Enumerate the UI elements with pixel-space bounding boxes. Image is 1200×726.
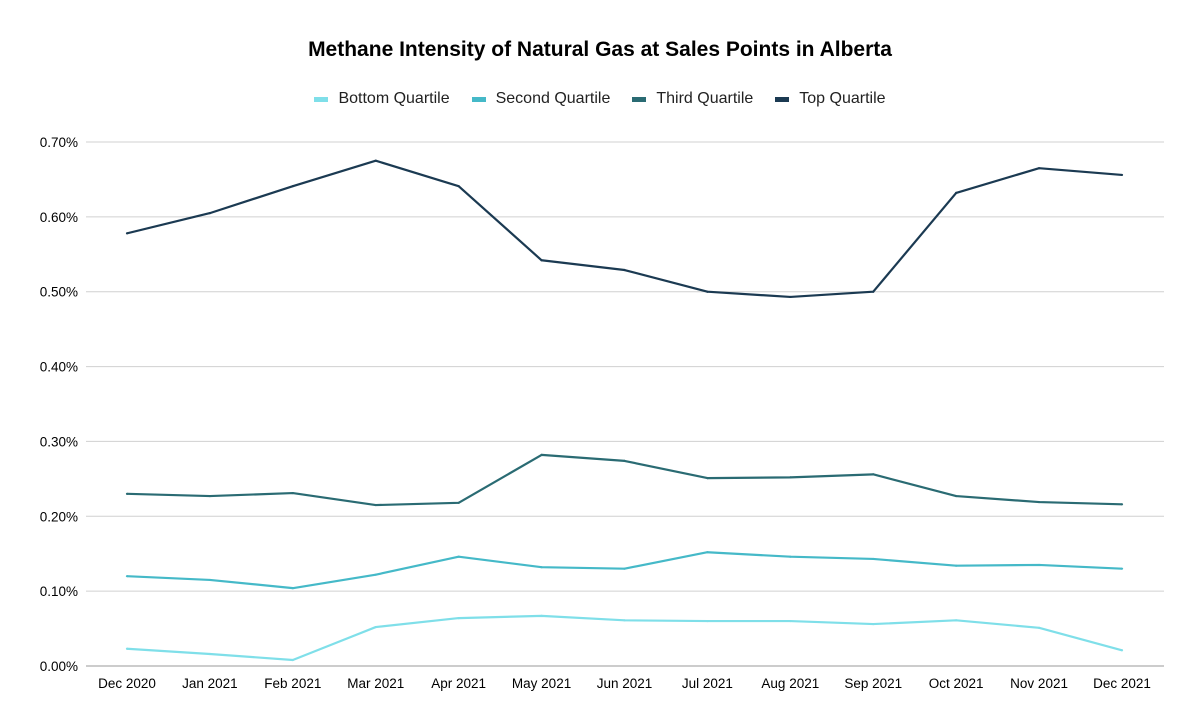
data-point: [457, 555, 460, 558]
legend-item: Second Quartile: [471, 90, 611, 108]
x-tick-label: Apr 2021: [431, 676, 486, 691]
data-point: [291, 185, 294, 188]
data-point: [706, 551, 709, 554]
y-tick-label: 0.50%: [40, 285, 78, 300]
data-point: [125, 575, 129, 578]
data-point: [125, 232, 129, 235]
data-point: [872, 622, 875, 626]
x-tick-label: Jul 2021: [682, 676, 733, 691]
data-point: [125, 647, 129, 650]
data-point: [789, 555, 792, 558]
data-point: [457, 185, 460, 188]
data-point: [374, 159, 377, 162]
data-point: [457, 616, 460, 620]
legend-label: Third Quartile: [656, 90, 754, 107]
data-point: [208, 652, 212, 656]
legend-item: Third Quartile: [632, 90, 753, 108]
data-point: [457, 501, 460, 504]
data-point: [1120, 649, 1124, 652]
data-point: [291, 491, 294, 495]
data-point: [540, 566, 543, 569]
legend-label: Top Quartile: [799, 90, 886, 107]
x-tick-label: May 2021: [512, 676, 571, 691]
data-point: [623, 459, 626, 462]
series-line-top-quartile: [126, 159, 1123, 299]
data-point: [872, 557, 875, 561]
data-point: [291, 587, 294, 590]
data-point: [374, 573, 377, 576]
data-point: [1037, 626, 1041, 629]
x-tick-label: Dec 2021: [1093, 676, 1151, 691]
data-point: [540, 259, 543, 262]
x-tick-label: Feb 2021: [264, 676, 321, 691]
data-point: [540, 614, 543, 617]
legend-swatch: [632, 96, 647, 102]
y-tick-label: 0.40%: [40, 360, 78, 375]
x-tick-label: Dec 2020: [98, 676, 156, 691]
y-tick-label: 0.10%: [40, 584, 78, 599]
data-point: [789, 619, 792, 623]
legend-swatch: [314, 96, 329, 102]
data-point: [374, 625, 377, 629]
legend-item: Bottom Quartile: [314, 90, 450, 108]
legend-label: Bottom Quartile: [338, 90, 450, 107]
data-point: [955, 494, 958, 498]
data-point: [1037, 563, 1041, 567]
data-point: [1120, 503, 1124, 506]
series-line-second-quartile: [126, 551, 1123, 590]
data-point: [955, 619, 958, 622]
data-point: [623, 268, 626, 272]
data-point: [706, 290, 709, 293]
data-point: [125, 492, 129, 495]
data-point: [374, 503, 377, 507]
data-point: [1120, 173, 1124, 177]
y-tick-label: 0.60%: [40, 210, 78, 225]
data-point: [291, 658, 294, 662]
legend: Bottom Quartile Second Quartile Third Quar…: [0, 90, 1200, 108]
x-tick-label: Jan 2021: [182, 676, 238, 691]
data-point: [789, 295, 792, 299]
legend-item: Top Quartile: [775, 90, 886, 108]
data-point: [872, 473, 875, 476]
x-tick-label: Nov 2021: [1010, 676, 1068, 691]
legend-swatch: [471, 96, 486, 102]
data-point: [1037, 167, 1041, 170]
legend-swatch: [775, 96, 790, 102]
data-point: [955, 564, 958, 567]
x-tick-label: Oct 2021: [929, 676, 984, 691]
data-point: [623, 567, 626, 570]
data-point: [1120, 567, 1124, 570]
data-point: [208, 578, 212, 582]
y-tick-label: 0.30%: [40, 434, 78, 449]
data-point: [623, 619, 626, 622]
x-tick-label: Aug 2021: [761, 676, 819, 691]
legend-label: Second Quartile: [495, 90, 611, 107]
series-line-bottom-quartile: [126, 614, 1123, 662]
x-tick-label: Mar 2021: [347, 676, 404, 691]
data-point: [208, 212, 212, 215]
data-point: [706, 619, 709, 623]
data-point: [706, 477, 709, 480]
data-point: [955, 191, 958, 195]
data-point: [789, 476, 792, 479]
data-point: [540, 453, 543, 457]
x-tick-label: Jun 2021: [597, 676, 653, 691]
series-line-third-quartile: [126, 453, 1123, 507]
data-point: [872, 290, 875, 293]
chart-title: Methane Intensity of Natural Gas at Sale…: [308, 38, 892, 61]
y-tick-label: 0.20%: [40, 509, 78, 524]
data-point: [1037, 500, 1041, 504]
x-tick-label: Sep 2021: [844, 676, 902, 691]
data-point: [208, 494, 212, 498]
y-tick-label: 0.70%: [40, 135, 78, 150]
y-tick-label: 0.00%: [40, 659, 78, 674]
